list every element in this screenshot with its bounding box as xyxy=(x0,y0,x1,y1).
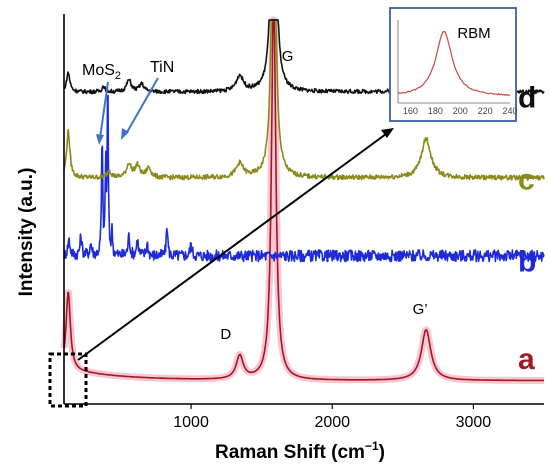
x-axis-title: Raman Shift (cm−1) xyxy=(215,439,385,463)
annotation-mos2-subscript: 2 xyxy=(115,70,121,82)
series-b-line xyxy=(63,94,545,263)
inset-panel: 160 180 200 220 240 RBM xyxy=(389,7,518,122)
annotation-mos2-arrow xyxy=(99,81,109,139)
series-a-line xyxy=(63,19,545,382)
zoom-arrowhead xyxy=(381,128,394,138)
x-tick-label-3000: 3000 xyxy=(456,414,492,431)
inset-tick-group: 160 180 200 220 240 xyxy=(403,106,518,116)
x-axis-title-unit: −1 xyxy=(365,439,379,453)
x-tick-label-2000: 2000 xyxy=(314,414,350,431)
zoom-region-box xyxy=(48,352,88,408)
annotation-mos2: MoS2 xyxy=(82,62,121,82)
series-layer xyxy=(60,16,547,384)
inset-tick-label-220: 220 xyxy=(478,106,493,116)
inset-tick-label-160: 160 xyxy=(403,106,418,116)
series-label-a: a xyxy=(518,343,535,376)
x-axis-title-close: ) xyxy=(379,442,385,463)
annotation-tin-arrow xyxy=(125,77,159,135)
peak-label-0: D xyxy=(220,326,231,343)
inset-tick-label-240: 240 xyxy=(502,106,517,116)
inset-rbm-curve xyxy=(397,30,511,96)
annotation-mos2-arrowhead xyxy=(96,134,104,145)
series-label-d: d xyxy=(518,82,536,115)
x-axis-title-text: Raman Shift (cm xyxy=(215,442,365,463)
x-tick-label-1000: 1000 xyxy=(173,414,209,431)
zoom-arrow xyxy=(77,133,387,361)
y-axis-title: Intensity (a.u.) xyxy=(16,168,37,297)
peak-label-2: G’ xyxy=(413,301,428,318)
inset-title: RBM xyxy=(457,25,490,42)
series-label-c: c xyxy=(518,164,535,197)
inset-frame xyxy=(389,7,517,122)
series-label-b: b xyxy=(518,246,536,279)
annotation-tin-arrowhead xyxy=(121,128,129,140)
series-c-line xyxy=(63,19,545,181)
inset-tick-label-200: 200 xyxy=(453,106,468,116)
annotation-tin: TiN xyxy=(150,59,174,76)
inset-tick-label-180: 180 xyxy=(428,106,443,116)
peak-label-1: G xyxy=(282,48,294,65)
annotation-group: MoS2 TiN xyxy=(82,59,174,145)
annotation-mos2-text: MoS xyxy=(82,62,115,79)
label-layer: a b c d D G G’ xyxy=(220,48,536,376)
x-tick-group: 1000 2000 3000 xyxy=(173,404,491,431)
